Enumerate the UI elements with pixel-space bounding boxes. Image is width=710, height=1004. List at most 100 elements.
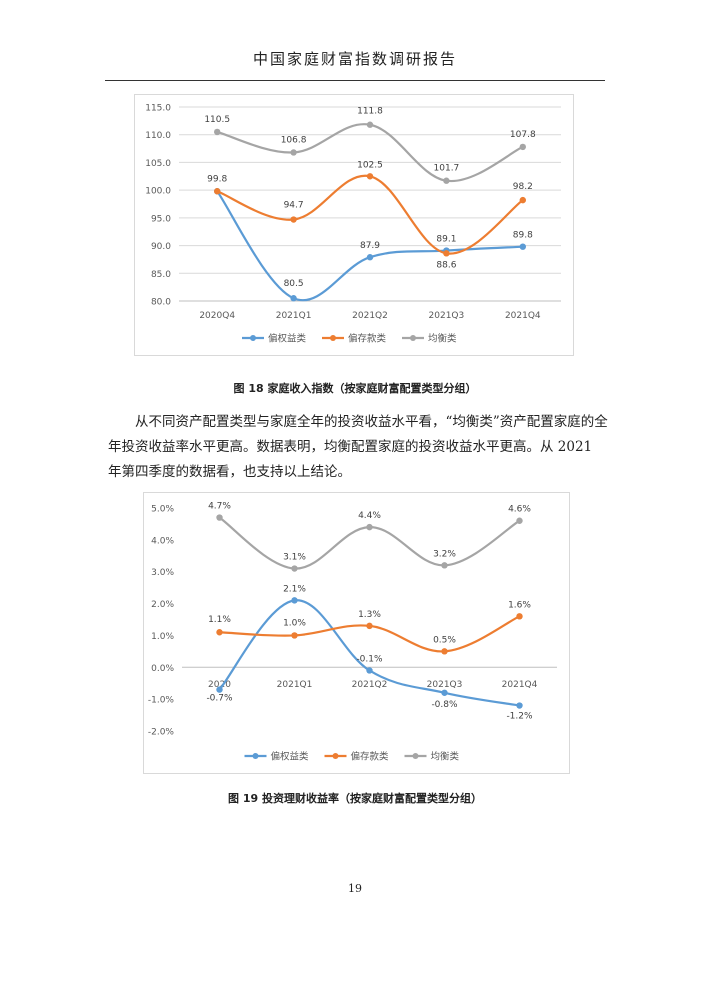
y-tick-label: 95.0 xyxy=(151,214,171,224)
legend-label: 偏存款类 xyxy=(348,333,387,345)
data-label: 1.6% xyxy=(508,600,531,610)
data-point xyxy=(519,196,526,204)
data-label: 1.1% xyxy=(208,615,231,625)
data-point xyxy=(366,173,374,180)
series-line xyxy=(216,123,524,183)
chart-return-rate-svg: -2.0% -1.0% 0.0% 1.0% 2.0% 3.0% 4.0% 5.0% 2020 20… xyxy=(148,502,557,763)
legend-marker xyxy=(332,753,339,759)
y-tick-label: 1.0% xyxy=(151,632,174,642)
data-point xyxy=(366,523,373,531)
series-line xyxy=(219,615,520,653)
data-point xyxy=(441,648,448,655)
x-tick-label: 2021Q4 xyxy=(502,680,538,690)
legend-marker xyxy=(250,335,256,341)
data-label: -0.8% xyxy=(431,700,458,710)
y-tick-label: -1.0% xyxy=(148,696,175,706)
legend-label: 偏存款类 xyxy=(351,751,390,763)
data-point xyxy=(441,562,448,569)
x-tick-label: 2021Q1 xyxy=(277,680,313,690)
y-tick-label: 115.0 xyxy=(145,104,171,114)
figure-18-caption: 图 18 家庭收入指数（按家庭财富配置类型分组） xyxy=(233,382,477,395)
x-tick-label: 2021Q2 xyxy=(352,680,388,690)
series-line xyxy=(218,599,520,707)
y-tick-label: 3.0% xyxy=(151,568,174,578)
data-label: 3.2% xyxy=(433,549,456,559)
body-paragraph: 从不同资产配置类型与家庭全年的投资收益水平看，“均衡类”资产配置家庭的全年投资收… xyxy=(108,410,608,485)
data-label: 88.6 xyxy=(436,260,456,270)
x-tick-label: 2020 xyxy=(208,680,231,690)
y-tick-label: 90.0 xyxy=(151,242,171,252)
legend-label: 偏权益类 xyxy=(271,751,310,763)
x-tick-label: 2021Q4 xyxy=(505,311,541,321)
data-point xyxy=(290,295,297,302)
data-point xyxy=(441,689,448,696)
y-tick-label: 80.0 xyxy=(151,298,171,308)
legend-marker xyxy=(252,753,259,759)
x-tick-label: 2021Q3 xyxy=(427,680,463,690)
data-label: -0.7% xyxy=(206,694,233,704)
data-point xyxy=(216,629,223,636)
data-point xyxy=(519,243,526,250)
data-point xyxy=(443,177,450,184)
data-label: 106.8 xyxy=(281,135,307,145)
legend-marker xyxy=(410,335,416,341)
legend-label: 均衡类 xyxy=(428,333,457,345)
y-tick-label: 100.0 xyxy=(145,187,171,197)
data-label: 110.5 xyxy=(204,115,230,125)
data-label: -0.1% xyxy=(356,654,383,664)
data-label: 2.1% xyxy=(283,584,306,594)
data-label: 0.5% xyxy=(433,635,456,645)
data-point xyxy=(516,702,523,709)
y-tick-label: 105.0 xyxy=(145,159,171,169)
chart-income-index: 80.0 85.0 90.0 95.0 100.0 105.0 110.0 115.0 2020… xyxy=(134,94,574,356)
running-header: 中国家庭财富指数调研报告 xyxy=(252,50,457,68)
data-point xyxy=(216,514,223,521)
data-point xyxy=(366,121,374,128)
data-point xyxy=(216,686,223,693)
data-label: 89.1 xyxy=(436,235,456,245)
y-tick-label: 2.0% xyxy=(151,600,174,610)
data-label: 1.3% xyxy=(358,610,381,620)
y-tick-label: -2.0% xyxy=(148,728,175,738)
chart-return-rate: -2.0% -1.0% 0.0% 1.0% 2.0% 3.0% 4.0% 5.0% 2020 20… xyxy=(143,492,570,774)
legend-marker xyxy=(412,753,419,759)
data-point xyxy=(291,597,298,604)
data-label: 101.7 xyxy=(434,164,460,174)
header-rule xyxy=(105,80,605,81)
data-label: 102.5 xyxy=(357,160,383,170)
data-point xyxy=(290,216,297,223)
data-point xyxy=(516,613,523,620)
data-point xyxy=(366,254,374,261)
y-tick-label: 85.0 xyxy=(151,270,171,280)
data-label: 99.8 xyxy=(207,174,227,184)
data-label: 94.7 xyxy=(284,201,304,211)
data-label: 111.8 xyxy=(357,107,383,117)
data-label: 80.5 xyxy=(284,279,304,289)
y-tick-label: 4.0% xyxy=(151,536,174,546)
legend-marker xyxy=(330,335,336,341)
legend-label: 均衡类 xyxy=(431,751,460,763)
y-tick-label: 5.0% xyxy=(151,505,174,515)
data-label: 98.2 xyxy=(513,182,533,192)
data-point xyxy=(516,517,523,524)
data-point xyxy=(291,632,298,639)
data-point xyxy=(519,143,526,151)
x-tick-label: 2020Q4 xyxy=(199,311,235,321)
data-point xyxy=(443,250,450,257)
data-label: 4.6% xyxy=(508,505,531,515)
x-tick-label: 2021Q1 xyxy=(276,311,312,321)
x-tick-label: 2021Q3 xyxy=(429,311,465,321)
y-tick-label: 110.0 xyxy=(145,131,171,141)
paragraph-text: 从不同资产配置类型与家庭全年的投资收益水平看，“均衡类”资产配置家庭的全年投资收… xyxy=(108,414,608,480)
data-point xyxy=(290,149,297,156)
legend-label: 偏权益类 xyxy=(268,333,307,345)
data-point xyxy=(291,565,298,572)
data-point xyxy=(366,667,373,674)
data-label: 3.1% xyxy=(283,553,306,563)
data-label: 107.8 xyxy=(510,130,536,140)
data-label: 1.0% xyxy=(283,618,306,628)
data-label: 4.7% xyxy=(208,502,231,512)
figure-19-caption: 图 19 投资理财收益率（按家庭财富配置类型分组） xyxy=(228,792,482,805)
data-label: -1.2% xyxy=(506,712,533,722)
data-point xyxy=(214,128,221,136)
